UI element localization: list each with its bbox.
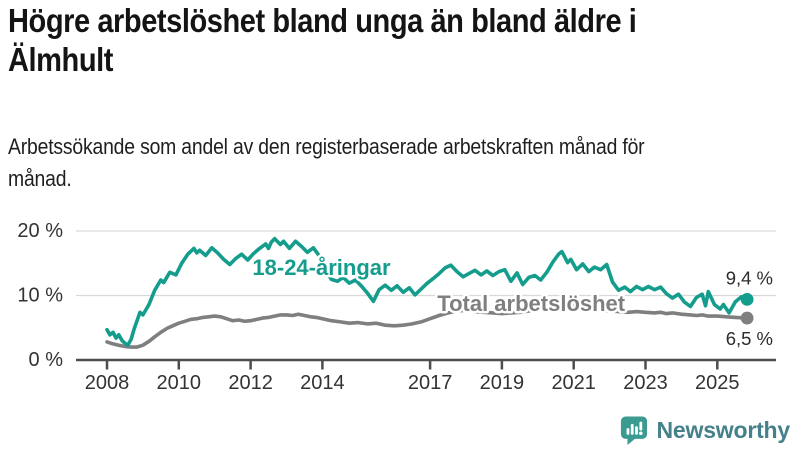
series-end-value-1: 9,4 %	[726, 267, 773, 288]
newsworthy-logo[interactable]: Newsworthy	[620, 413, 790, 447]
series-end-dot-1	[740, 292, 754, 306]
series-end-value-0: 6,5 %	[726, 328, 773, 349]
chart-subtitle: Arbetssökande som andel av den registerb…	[8, 134, 645, 191]
newsworthy-bubble-icon	[620, 416, 647, 445]
y-tick-label-0: 0 %	[29, 349, 64, 371]
x-tick-label-2014: 2014	[300, 372, 345, 394]
x-tick-label-2019: 2019	[480, 372, 525, 394]
y-tick-label-10: 10 %	[17, 285, 63, 307]
series-label-0: Total arbetslöshet	[437, 291, 626, 316]
x-tick-label-2023: 2023	[623, 372, 668, 394]
y-tick-label-20: 20 %	[17, 220, 63, 242]
x-tick-label-2008: 2008	[85, 372, 130, 394]
x-tick-label-2025: 2025	[695, 372, 740, 394]
x-tick-label-2012: 2012	[228, 372, 273, 394]
series-line-1	[105, 236, 749, 348]
x-tick-label-2021: 2021	[551, 372, 596, 394]
page-title: Högre arbetslöshet bland unga än bland ä…	[8, 2, 637, 78]
x-tick-label-2017: 2017	[408, 372, 453, 394]
newsworthy-wordmark: Newsworthy	[656, 416, 791, 443]
series-line-0	[105, 301, 749, 349]
series-label-1: 18-24-åringar	[252, 255, 391, 280]
x-tick-label-2010: 2010	[157, 372, 202, 394]
series-end-dot-0	[740, 311, 754, 325]
